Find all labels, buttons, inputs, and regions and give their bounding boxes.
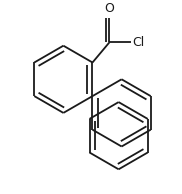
Text: O: O [104, 2, 114, 15]
Text: Cl: Cl [132, 36, 145, 49]
